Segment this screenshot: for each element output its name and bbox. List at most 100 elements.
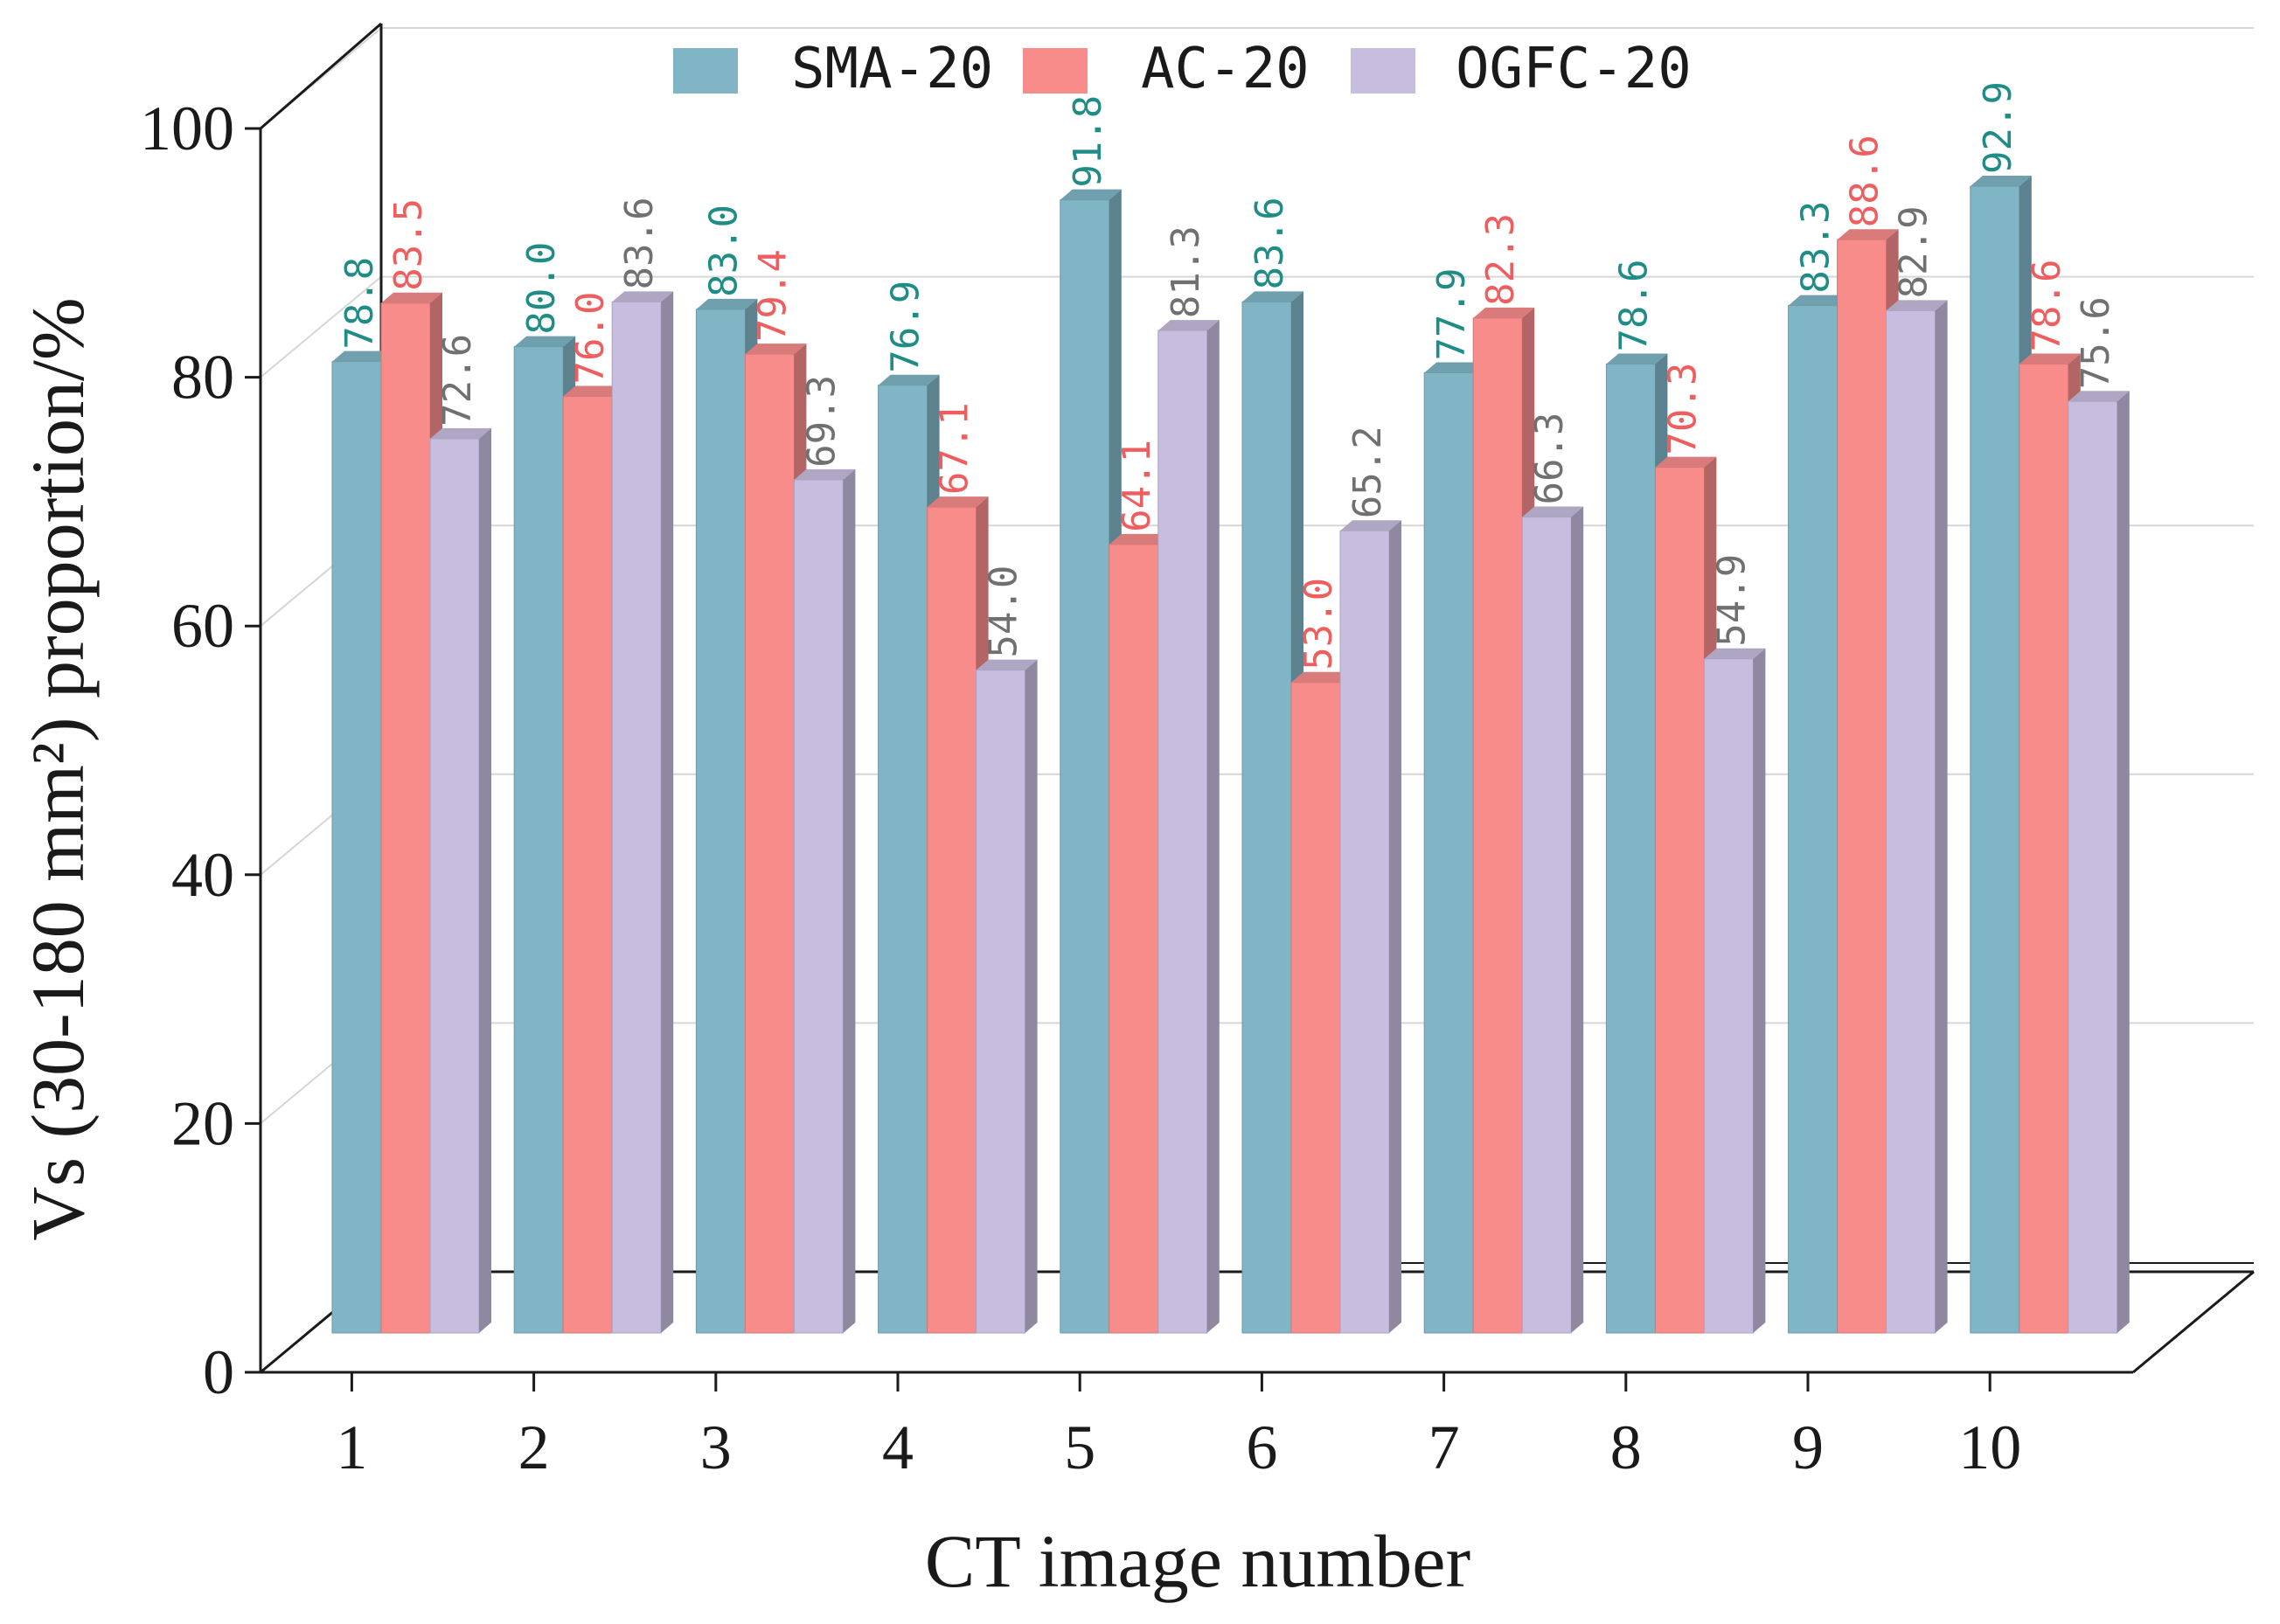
bar-top-ogfc-20-2 — [612, 291, 674, 302]
data-label-ac-20-4: 67.1 — [933, 402, 977, 495]
data-label-ogfc-20-2: 83.6 — [617, 197, 662, 289]
data-labels: 78.883.572.680.076.083.6 83.0 79.469.376.9… — [337, 81, 2118, 670]
data-label-ac-20-7: 82.3 — [1478, 213, 1523, 306]
bar-sma-20-10 — [1970, 185, 2020, 1334]
x-tick-label: 5 — [1064, 1412, 1095, 1482]
data-label-ac-20-1: 83.5 — [386, 198, 431, 291]
data-label-sma-20-4: 76.9 — [884, 281, 928, 373]
bar-ac-20-9 — [1837, 239, 1887, 1334]
bar-top-ogfc-20-4 — [976, 659, 1038, 670]
x-tick-label: 6 — [1246, 1412, 1277, 1482]
bar-top-ogfc-20-3 — [794, 468, 856, 480]
bar-top-ac-20-5 — [1109, 533, 1171, 545]
bar-side-ogfc-20-7 — [1571, 506, 1584, 1333]
bar-sma-20-7 — [1423, 371, 1474, 1334]
bar-top-ac-20-10 — [2019, 353, 2081, 364]
bar-top-ac-20-9 — [1837, 229, 1899, 240]
bar-ac-20-7 — [1472, 317, 1523, 1334]
x-tick-label: 8 — [1610, 1412, 1642, 1482]
bar-top-sma-20-10 — [1970, 176, 2032, 187]
data-label-ac-20-3: 79.4 — [750, 249, 795, 342]
bar-ogfc-20-5 — [1157, 330, 1208, 1334]
bar-sma-20-4 — [878, 385, 928, 1334]
bars — [331, 176, 2130, 1334]
y-tick-label: 80 — [171, 343, 234, 413]
bar-side-ogfc-20-5 — [1206, 320, 1220, 1333]
bar-top-sma-20-4 — [878, 374, 940, 385]
bar-top-ac-20-8 — [1655, 456, 1717, 468]
bar-sma-20-5 — [1060, 199, 1110, 1334]
bar-side-ogfc-20-8 — [1753, 648, 1766, 1333]
y-tick-label: 100 — [140, 94, 234, 163]
bar-ac-20-2 — [562, 396, 613, 1334]
bar-ogfc-20-7 — [1521, 517, 1572, 1334]
data-label-sma-20-9: 83.3 — [1794, 201, 1839, 294]
x-tick-label: 1 — [336, 1412, 367, 1482]
bar-top-ogfc-20-10 — [2068, 391, 2130, 402]
bar-side-ogfc-20-6 — [1389, 520, 1401, 1333]
bar-top-sma-20-9 — [1788, 295, 1850, 306]
y-tick-label: 60 — [171, 591, 234, 661]
y-tick-label: 0 — [203, 1337, 234, 1407]
x-tick-label: 3 — [700, 1412, 732, 1482]
data-label-ogfc-20-10: 75.6 — [2074, 296, 2118, 389]
bar-side-ogfc-20-1 — [479, 427, 491, 1334]
data-label-ogfc-20-3: 69.3 — [799, 375, 844, 468]
legend: SMA-20 AC-20 OGFC-20 — [673, 37, 1692, 101]
data-label-sma-20-10: 92.9 — [1976, 81, 2020, 174]
data-label-sma-20-7: 77.9 — [1429, 268, 1474, 361]
bar-ogfc-20-1 — [429, 438, 480, 1334]
legend-label-ogfc-20: OGFC-20 — [1456, 37, 1692, 101]
bar-top-ac-20-6 — [1291, 671, 1352, 683]
y-axis-title: Vs (30-180 mm²) proportion/% — [16, 297, 100, 1240]
data-label-ogfc-20-7: 66.3 — [1527, 413, 1572, 505]
data-label-ac-20-8: 70.3 — [1660, 363, 1705, 455]
bar-top-ac-20-4 — [927, 496, 989, 508]
y-tick-label: 40 — [171, 840, 234, 910]
data-label-ogfc-20-4: 54.0 — [982, 566, 1026, 658]
bar-ac-20-8 — [1654, 467, 1705, 1334]
data-label-ac-20-6: 53.0 — [1296, 578, 1341, 670]
floor-right-edge — [2132, 1270, 2255, 1374]
bar-ac-20-4 — [927, 506, 977, 1334]
bar-ogfc-20-9 — [1886, 309, 1936, 1334]
bar-top-ac-20-2 — [563, 385, 625, 397]
bar-top-ogfc-20-8 — [1704, 648, 1766, 659]
x-tick-label: 4 — [882, 1412, 914, 1482]
data-label-ac-20-9: 88.6 — [1843, 135, 1887, 227]
bar-ac-20-5 — [1109, 544, 1159, 1334]
bar-top-ac-20-3 — [745, 344, 807, 355]
bar-top-ogfc-20-1 — [430, 427, 491, 439]
data-label-ac-20-5: 64.1 — [1115, 440, 1159, 532]
data-label-sma-20-2: 80.0 — [519, 242, 564, 335]
bar-side-ogfc-20-2 — [661, 291, 674, 1333]
data-label-ogfc-20-6: 65.2 — [1345, 426, 1390, 518]
bar-sma-20-6 — [1241, 301, 1292, 1334]
bar-ogfc-20-3 — [793, 479, 844, 1334]
bar-ac-20-3 — [744, 353, 795, 1334]
bar-top-ogfc-20-7 — [1522, 506, 1584, 517]
bar-top-sma-20-2 — [514, 336, 576, 347]
gridline-side — [260, 275, 382, 378]
data-label-sma-20-1: 78.8 — [337, 257, 382, 350]
bar-top-ogfc-20-9 — [1886, 300, 1948, 311]
bar-top-sma-20-5 — [1060, 189, 1122, 200]
x-tick-label: 9 — [1792, 1412, 1824, 1482]
bar-sma-20-8 — [1605, 364, 1656, 1334]
bar-top-sma-20-8 — [1606, 353, 1668, 364]
bar-ogfc-20-2 — [611, 301, 662, 1334]
x-tick-label: 7 — [1428, 1412, 1460, 1482]
bar-sma-20-3 — [695, 309, 746, 1334]
legend-label-sma-20: SMA-20 — [791, 37, 993, 101]
bar-side-ogfc-20-9 — [1935, 300, 1948, 1333]
bar-top-ac-20-1 — [381, 292, 442, 303]
top-left-edge — [260, 22, 382, 130]
data-label-sma-20-3: 83.0 — [701, 205, 746, 297]
legend-swatch-sma-20 — [673, 48, 738, 94]
bar-top-ogfc-20-6 — [1340, 520, 1401, 531]
bar-ogfc-20-10 — [2068, 400, 2118, 1334]
bar-sma-20-2 — [513, 346, 564, 1334]
bar-side-ogfc-20-10 — [2117, 391, 2130, 1333]
legend-label-ac-20: AC-20 — [1141, 37, 1310, 101]
data-label-sma-20-6: 83.6 — [1248, 197, 1292, 289]
